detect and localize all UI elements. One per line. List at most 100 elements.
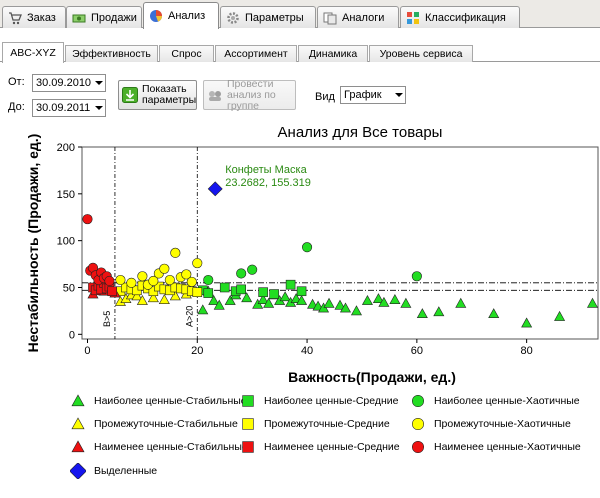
classification-icon	[407, 11, 419, 24]
data-point	[147, 292, 159, 303]
data-point	[137, 271, 148, 282]
from-date-field[interactable]: 30.09.2010	[32, 74, 106, 92]
legend-marker-shape	[412, 441, 424, 453]
data-point	[213, 299, 225, 310]
data-point	[148, 275, 159, 286]
tab-label: Заказ	[27, 11, 56, 24]
legend-item: Промежуточные-Хаотичные	[410, 416, 571, 432]
chevron-down-icon[interactable]	[95, 106, 103, 110]
view-select[interactable]: График	[340, 86, 406, 104]
legend-marker	[70, 463, 86, 479]
legend-item: Наименее ценные-Средние	[240, 439, 400, 455]
tab-label: Аналоги	[342, 11, 385, 24]
data-point	[372, 293, 384, 304]
axes-layer: 0 20 40 60 80 0 50 100 150 200	[57, 142, 533, 357]
subtab-abc-xyz[interactable]: ABC-XYZ	[2, 42, 64, 63]
data-point	[296, 286, 307, 297]
data-point	[302, 242, 313, 253]
tab-analysis[interactable]: Анализ	[143, 2, 219, 29]
data-point	[339, 302, 351, 313]
threshold-label: A>20	[184, 306, 194, 327]
legend-label: Промежуточные-Хаотичные	[434, 418, 571, 430]
show-parameters-label: Показать параметры	[142, 83, 197, 106]
legend-label: Наименее ценные-Стабильные	[94, 441, 248, 453]
tab-parameters[interactable]: Параметры	[220, 6, 316, 28]
from-label: От:	[8, 76, 25, 88]
legend-item: Наиболее ценные-Средние	[240, 393, 399, 409]
data-point	[411, 271, 422, 282]
subtab-dynamics[interactable]: Динамика	[298, 45, 368, 62]
legend-item: Промежуточные-Стабильные	[70, 416, 238, 432]
x-tick-label: 0	[84, 345, 90, 357]
data-point	[389, 294, 401, 304]
legend-item: Наиболее ценные-Стабильные	[70, 393, 247, 409]
x-tick-label: 40	[301, 345, 313, 357]
show-parameters-button[interactable]: Показать параметры	[118, 80, 197, 110]
y-axis-label: Нестабильность (Продажи, ед.)	[25, 134, 41, 353]
x-tick-label: 20	[191, 345, 203, 357]
to-date-field[interactable]: 30.09.2011	[32, 99, 106, 117]
legend-label: Промежуточные-Стабильные	[94, 418, 238, 430]
data-point	[208, 294, 220, 305]
subtab-assortment[interactable]: Ассортимент	[215, 45, 297, 62]
legend-marker-shape	[412, 418, 424, 430]
tab-order[interactable]: Заказ	[2, 6, 66, 28]
legend-label: Наиболее ценные-Стабильные	[94, 395, 247, 407]
data-point	[416, 308, 428, 319]
legend-marker	[71, 394, 85, 407]
legend-marker-shape	[242, 418, 254, 430]
data-point	[186, 276, 197, 287]
data-point	[285, 279, 296, 290]
data-point	[203, 288, 214, 298]
data-point	[269, 289, 279, 299]
to-label: До:	[8, 101, 25, 113]
legend-label: Наиболее ценные-Хаотичные	[434, 395, 580, 407]
tab-analogs[interactable]: Аналоги	[317, 6, 399, 28]
chevron-down-icon[interactable]	[395, 93, 403, 97]
data-point	[257, 294, 269, 304]
legend-marker-shape	[412, 395, 424, 407]
tab-classification[interactable]: Классификация	[400, 6, 520, 28]
data-point	[219, 282, 230, 293]
legend-label: Наименее ценные-Средние	[264, 441, 400, 453]
y-tick-label: 0	[69, 329, 75, 341]
data-point	[158, 294, 170, 304]
data-point	[236, 268, 247, 279]
data-point	[433, 306, 445, 317]
legend-marker-shape	[71, 394, 85, 407]
gear-icon	[227, 11, 239, 24]
data-point	[241, 292, 253, 303]
legend-label: Наиболее ценные-Средние	[264, 395, 399, 407]
data-point	[203, 274, 214, 286]
data-point	[323, 297, 335, 308]
data-point	[169, 290, 181, 301]
data-point	[104, 275, 115, 286]
data-point	[236, 284, 246, 295]
data-point	[279, 291, 291, 302]
pie-chart-icon	[150, 10, 162, 22]
subtab-demand[interactable]: Спрос	[159, 45, 214, 62]
data-point	[296, 294, 308, 305]
legend-marker	[242, 441, 254, 453]
subtab-efficiency[interactable]: Эффективность	[65, 45, 158, 62]
x-axis-label: Важность(Продажи, ед.)	[288, 369, 456, 385]
chevron-down-icon[interactable]	[95, 81, 103, 85]
y-tick-label: 200	[57, 142, 75, 154]
analogs-icon	[323, 12, 337, 24]
data-point	[224, 294, 236, 305]
data-point	[258, 287, 268, 297]
legend-marker-shape	[242, 395, 254, 407]
data-point	[350, 305, 362, 316]
plot-area	[81, 146, 599, 340]
data-point	[247, 264, 258, 275]
legend-item: Наименее ценные-Хаотичные	[410, 439, 581, 455]
group-analysis-button[interactable]: Провести анализ по группе	[203, 78, 296, 111]
subtab-service-level[interactable]: Уровень сервиса	[369, 45, 473, 62]
tab-sales[interactable]: Продажи	[66, 6, 142, 28]
data-point	[400, 297, 412, 308]
data-point	[181, 269, 192, 280]
data-point	[554, 310, 566, 321]
data-point	[207, 181, 223, 197]
